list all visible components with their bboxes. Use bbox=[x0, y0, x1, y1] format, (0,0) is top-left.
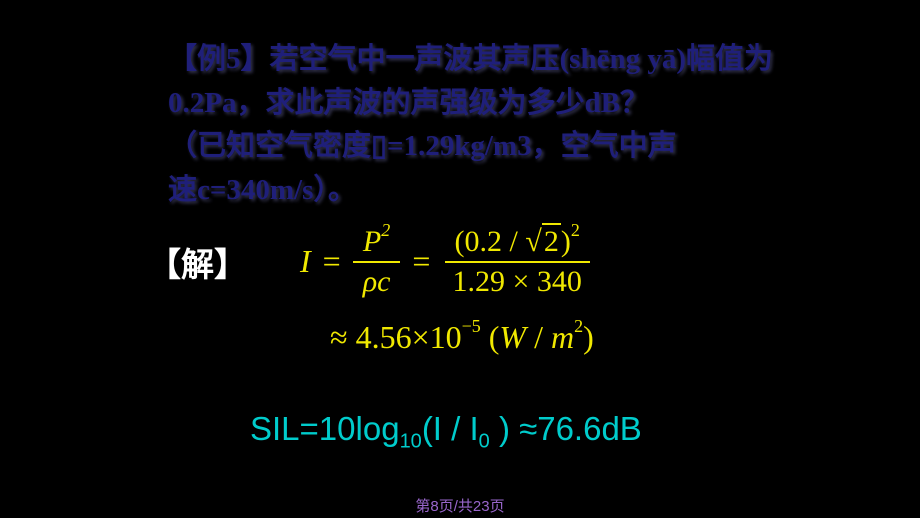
fraction-p-rhoc: P2 ρc bbox=[353, 222, 401, 301]
problem-line-2: 0.2Pa，求此声波的声强级为多少dB？ bbox=[168, 82, 920, 126]
numerator-numeric: (0.2 / 2)2 bbox=[445, 222, 590, 263]
solution-label: 【解】 bbox=[148, 238, 247, 286]
equation-line-2: ≈ 4.56×10−5 (W / m2) bbox=[330, 319, 594, 356]
sil-result: SIL=10log10(I / I0 ) ≈76.6dB bbox=[250, 410, 642, 454]
intensity-symbol: I bbox=[300, 243, 311, 280]
problem-statement: 【例5】若空气中一声波其声压(shēng yā)幅值为 0.2Pa，求此声波的声… bbox=[168, 38, 920, 212]
result-value: 4.56×10−5 bbox=[356, 319, 481, 356]
equation-line-1: I = P2 ρc = (0.2 / 2)2 1.29 × 340 bbox=[300, 222, 594, 301]
denominator-numeric: 1.29 × 340 bbox=[442, 263, 591, 301]
page-indicator: 第8页/共23页 bbox=[415, 495, 504, 516]
denominator-rhoc: ρc bbox=[353, 263, 401, 301]
approx-symbol: ≈ bbox=[330, 319, 348, 356]
equals-2: = bbox=[412, 243, 430, 280]
equation-block: I = P2 ρc = (0.2 / 2)2 1.29 × 340 ≈ 4.56… bbox=[300, 222, 594, 356]
equals-1: = bbox=[323, 243, 341, 280]
problem-line-3: （已知空气密度▯=1.29kg/m3，空气中声 bbox=[168, 125, 920, 169]
fraction-numeric: (0.2 / 2)2 1.29 × 340 bbox=[442, 222, 591, 301]
numerator-p-squared: P2 bbox=[353, 222, 400, 263]
problem-line-4: 速c=340m/s）。 bbox=[168, 169, 920, 213]
problem-line-1: 【例5】若空气中一声波其声压(shēng yā)幅值为 bbox=[168, 38, 920, 82]
result-unit: (W / m2) bbox=[489, 319, 594, 356]
